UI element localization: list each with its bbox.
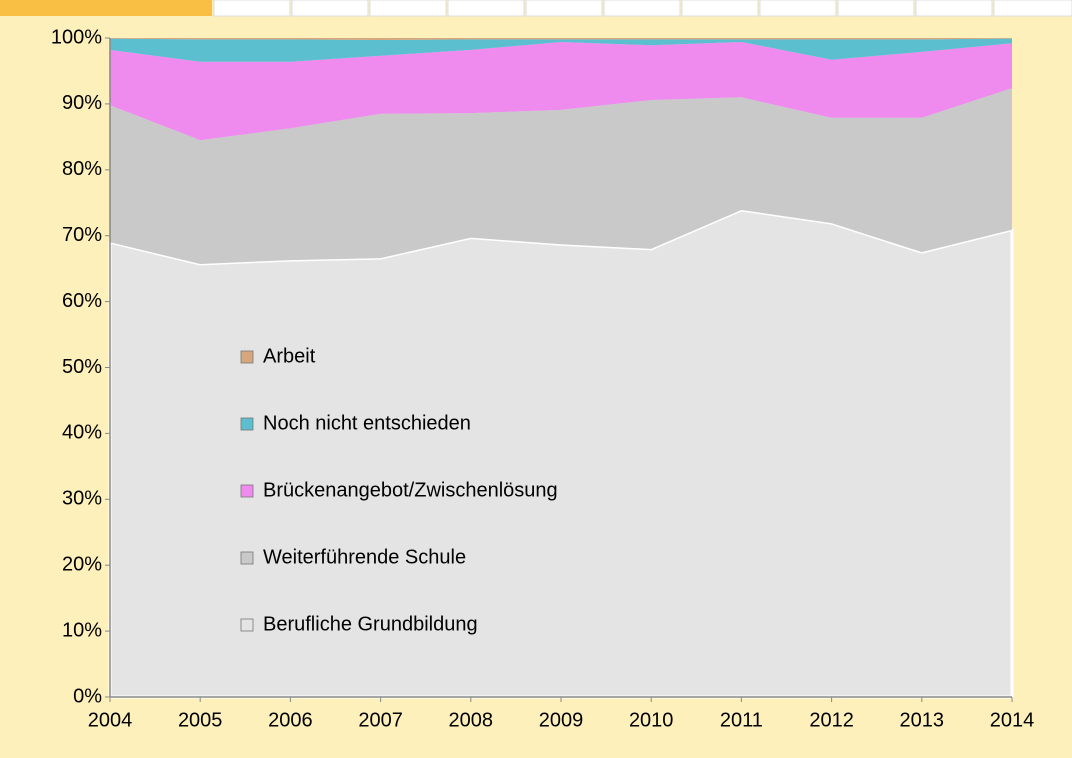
legend-label: Weiterführende Schule [263,546,466,568]
tab [837,0,915,17]
y-tick-label: 10% [62,619,102,641]
y-tick-label: 100% [51,26,102,48]
legend-swatch [240,417,254,431]
area [110,41,1012,141]
x-tick-label: 2011 [720,709,763,731]
y-tick-label: 30% [62,488,102,510]
legend-swatch [240,350,254,364]
tab [993,0,1072,17]
x-tick-label: 2010 [629,709,674,731]
x-tick-label: 2006 [268,709,313,731]
area [110,38,1012,62]
tab [759,0,837,17]
legend-label: Berufliche Grundbildung [263,613,478,635]
x-tick-label: 2013 [900,709,945,731]
y-tick-label: 50% [62,356,102,378]
legend-swatch [240,551,254,565]
x-tick-label: 2012 [809,709,854,731]
x-tick-label: 2009 [539,709,584,731]
tab [447,0,525,17]
y-tick-label: 90% [62,92,102,114]
tab [0,0,212,16]
area [110,88,1012,265]
x-tick-label: 2007 [358,709,403,731]
tab [213,0,291,17]
y-tick-label: 60% [62,290,102,312]
legend-swatch [240,618,254,632]
x-tick-label: 2005 [178,709,223,731]
tab [681,0,759,17]
legend-swatch [240,484,254,498]
x-tick-label: 2014 [990,709,1035,731]
tab [915,0,993,17]
tab [369,0,447,17]
y-tick-label: 70% [62,224,102,246]
y-tick-label: 80% [62,158,102,180]
tab [525,0,603,17]
tab-strip [0,0,1072,17]
tab [603,0,681,17]
area [110,38,1012,40]
legend-label: Brückenangebot/Zwischenlösung [263,479,558,501]
y-tick-label: 40% [62,422,102,444]
tab [291,0,369,17]
y-tick-label: 20% [62,553,102,575]
y-tick-label: 0% [73,685,102,707]
x-tick-label: 2004 [88,709,133,731]
legend-label: Arbeit [263,345,316,367]
x-tick-label: 2008 [449,709,494,731]
legend-label: Noch nicht entschieden [263,412,471,434]
